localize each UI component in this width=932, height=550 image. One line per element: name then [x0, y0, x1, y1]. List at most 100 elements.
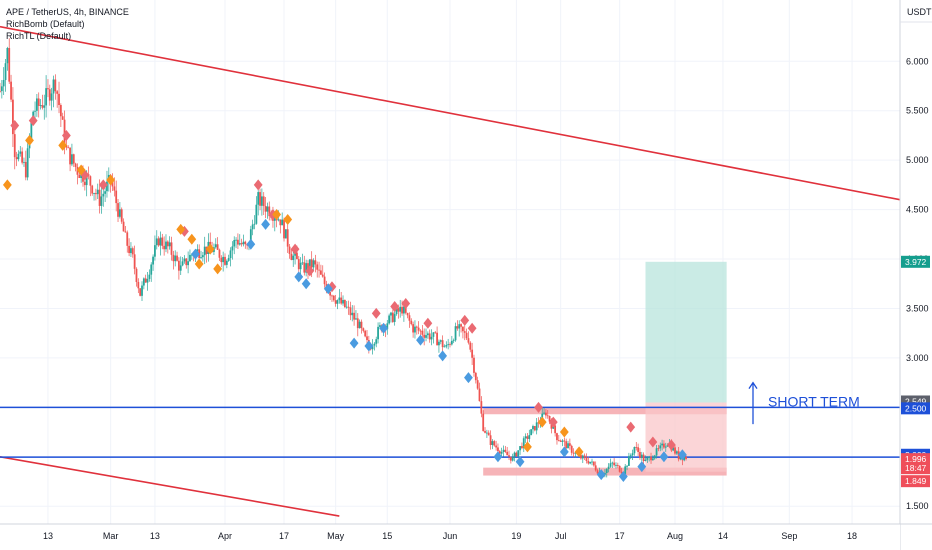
candle-body — [200, 257, 202, 259]
candle-body — [260, 196, 263, 206]
candle-body — [305, 263, 308, 273]
sell-signal-marker — [548, 416, 558, 428]
candle-body — [157, 238, 160, 246]
candle-body — [117, 203, 119, 217]
candle-body — [96, 189, 99, 195]
candle-body — [543, 412, 545, 414]
candle-body — [19, 151, 22, 154]
candle-body — [338, 297, 341, 301]
candle-body — [334, 300, 337, 304]
candle-body — [515, 452, 518, 457]
candle-body — [567, 443, 569, 449]
buy-signal-marker — [574, 446, 584, 458]
lower-trendline — [0, 455, 340, 517]
candle-body — [308, 259, 311, 270]
candle-body — [78, 174, 81, 179]
time-tick-label: Jul — [555, 531, 567, 541]
blue-signal-marker — [379, 322, 389, 334]
candle-body — [205, 246, 208, 255]
candle-body — [179, 265, 182, 271]
buy-signal-marker — [205, 243, 215, 255]
time-axis[interactable]: 13 Mar 13 Apr 17 May 15 Jun 19 Jul 17 Aug 14 Sep 18 — [0, 523, 932, 550]
candle-body — [456, 326, 459, 329]
candle-body — [491, 441, 494, 445]
candle-body — [401, 306, 403, 314]
candle-body — [347, 306, 350, 308]
candle-body — [240, 243, 243, 245]
buy-signal-marker — [283, 213, 293, 225]
candle-body — [463, 331, 466, 333]
candle-body — [349, 307, 352, 316]
candle-body — [54, 79, 57, 92]
price-tag-label: 2.500 — [905, 403, 927, 413]
candle-body — [447, 344, 450, 346]
candle-body — [238, 243, 241, 245]
candle-body — [493, 441, 496, 446]
indicator-richbomb[interactable]: RichBomb (Default) — [6, 19, 85, 29]
candle-body — [2, 80, 5, 87]
indicator-richtl[interactable]: RichTL (Default) — [6, 31, 72, 41]
candle-body — [592, 461, 595, 466]
time-tick-label: Mar — [103, 531, 119, 541]
candle-body — [290, 253, 293, 260]
candle-body — [412, 324, 415, 333]
candle-body — [318, 269, 320, 271]
candle-body — [513, 452, 516, 457]
candle-body — [23, 161, 25, 163]
candle-body — [144, 278, 147, 283]
blue-signal-marker — [464, 372, 473, 384]
candle-body — [185, 258, 188, 266]
candle-body — [6, 47, 9, 64]
price-axis[interactable]: USDT6.0005.5005.0004.5004.0003.5003.0002… — [899, 0, 932, 550]
candle-body — [581, 455, 584, 459]
candle-body — [244, 241, 247, 245]
blue-signal-marker — [364, 340, 374, 352]
candle-body — [417, 327, 420, 331]
candle-body — [434, 332, 437, 334]
sell-signal-marker — [423, 317, 433, 329]
candle-body — [443, 346, 446, 348]
blue-signal-marker — [637, 461, 647, 473]
candle-body — [154, 245, 156, 257]
buy-signal-marker — [176, 223, 186, 235]
candle-body — [495, 445, 498, 448]
candle-body — [100, 196, 103, 206]
short-term-annotation: SHORT TERM — [768, 393, 860, 409]
candle-body — [651, 458, 654, 461]
candle-body — [166, 241, 169, 247]
candle-body — [133, 254, 136, 269]
candle-body — [605, 469, 608, 474]
buy-signal-marker — [25, 134, 34, 146]
candle-body — [183, 258, 186, 262]
candle-body — [611, 462, 614, 464]
sell-signal-marker — [666, 439, 676, 451]
candle-body — [345, 306, 348, 308]
candle-body — [93, 193, 95, 194]
candle-body — [163, 245, 166, 250]
candle-body — [526, 436, 529, 439]
candle-body — [216, 244, 219, 250]
candle-body — [83, 181, 86, 186]
candle-body — [61, 116, 64, 120]
candle-body — [255, 204, 258, 224]
candle-body — [533, 426, 536, 431]
symbol-line[interactable]: APE / TetherUS, 4h, BINANCE — [6, 7, 129, 17]
candle-body — [336, 300, 339, 304]
candle-body — [124, 231, 127, 233]
candle-body — [639, 451, 641, 458]
candle-body — [43, 105, 46, 108]
price-tag-label: 3.972 — [905, 257, 927, 267]
annotations[interactable]: SHORT TERM — [748, 381, 860, 425]
candle-body — [34, 110, 36, 112]
candle-body — [408, 315, 411, 321]
trendlines[interactable] — [0, 25, 901, 517]
candle-body — [67, 147, 70, 149]
candle-body — [331, 295, 333, 297]
candle-body — [37, 98, 40, 106]
candle-body — [653, 455, 656, 459]
candle-body — [487, 432, 490, 436]
candle-body — [340, 297, 343, 304]
candle-body — [511, 456, 514, 461]
candle-body — [414, 326, 416, 333]
